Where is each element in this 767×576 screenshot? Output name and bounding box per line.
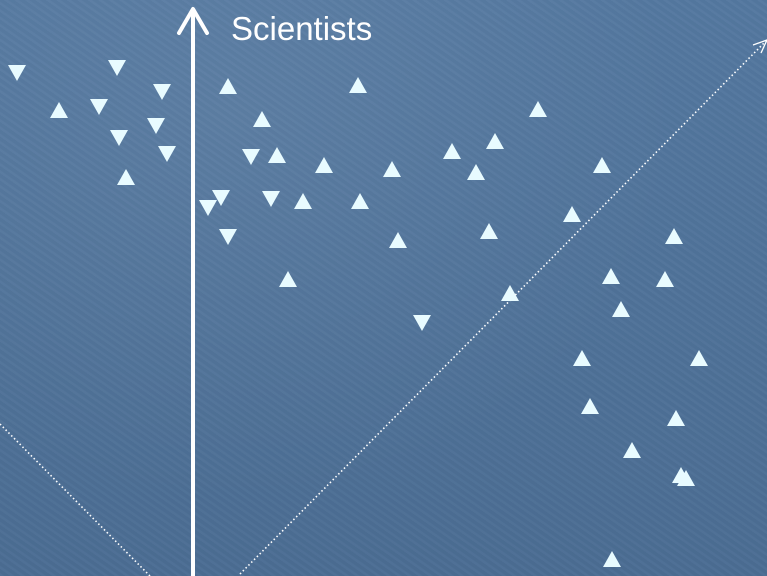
triangle-up-point bbox=[573, 350, 591, 366]
boundary-arrowhead-icon bbox=[752, 39, 767, 54]
triangle-down-point bbox=[90, 99, 108, 115]
triangle-up-point bbox=[665, 228, 683, 244]
y-axis-label: Scientists bbox=[231, 10, 373, 47]
triangle-up-point bbox=[612, 301, 630, 317]
triangle-up-point bbox=[501, 285, 519, 301]
triangle-up-point bbox=[467, 164, 485, 180]
triangle-down-point bbox=[108, 60, 126, 76]
triangle-down-point bbox=[199, 200, 217, 216]
triangle-down-point bbox=[212, 190, 230, 206]
triangle-down-point bbox=[147, 118, 165, 134]
triangle-up-point bbox=[253, 111, 271, 127]
triangle-up-point bbox=[623, 442, 641, 458]
triangle-up-point bbox=[563, 206, 581, 222]
triangle-up-point bbox=[656, 271, 674, 287]
triangle-down-point bbox=[158, 146, 176, 162]
triangle-up-point bbox=[294, 193, 312, 209]
triangle-down-point bbox=[242, 149, 260, 165]
triangle-up-point bbox=[351, 193, 369, 209]
y-axis bbox=[177, 7, 209, 576]
triangle-up-point bbox=[529, 101, 547, 117]
data-markers bbox=[8, 60, 708, 567]
triangle-down-point bbox=[262, 191, 280, 207]
triangle-up-point bbox=[50, 102, 68, 118]
triangle-up-point bbox=[667, 410, 685, 426]
triangle-down-point bbox=[153, 84, 171, 100]
triangle-down-point bbox=[8, 65, 26, 81]
triangle-up-point bbox=[690, 350, 708, 366]
triangle-up-point bbox=[383, 161, 401, 177]
y-axis-arrowhead-icon bbox=[177, 7, 209, 35]
triangle-up-point bbox=[602, 268, 620, 284]
triangle-down-point bbox=[413, 315, 431, 331]
triangle-up-point bbox=[593, 157, 611, 173]
triangle-up-point bbox=[349, 77, 367, 93]
triangle-up-point bbox=[677, 470, 695, 486]
boundary-line-1 bbox=[239, 39, 767, 575]
triangle-up-point bbox=[219, 78, 237, 94]
triangle-up-point bbox=[389, 232, 407, 248]
triangle-up-point bbox=[315, 157, 333, 173]
triangle-up-point bbox=[603, 551, 621, 567]
triangle-up-point bbox=[279, 271, 297, 287]
triangle-down-point bbox=[219, 229, 237, 245]
triangle-up-point bbox=[443, 143, 461, 159]
triangle-up-point bbox=[581, 398, 599, 414]
triangle-up-point bbox=[117, 169, 135, 185]
decision-boundaries bbox=[0, 39, 767, 576]
triangle-up-point bbox=[480, 223, 498, 239]
boundary-line-2 bbox=[0, 423, 151, 576]
triangle-up-point bbox=[486, 133, 504, 149]
triangle-up-point bbox=[268, 147, 286, 163]
triangle-down-point bbox=[110, 130, 128, 146]
